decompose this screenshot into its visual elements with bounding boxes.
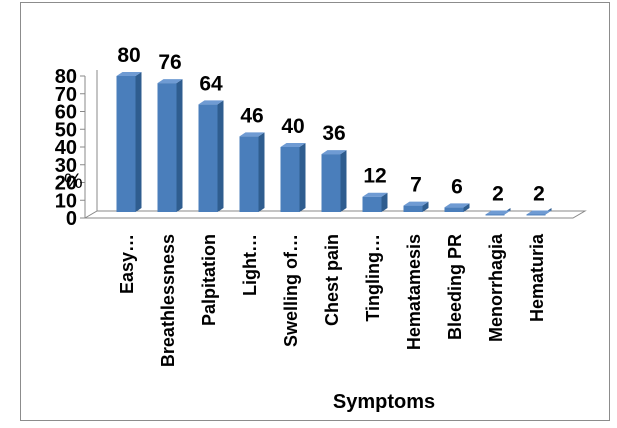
category-label: Easy… (117, 234, 137, 294)
bar (116, 72, 142, 212)
category-label: Swelling of… (281, 234, 301, 347)
bar-side (299, 143, 306, 212)
bar-top (403, 201, 429, 206)
y-tick-label: 40 (55, 137, 77, 159)
data-label: 2 (492, 182, 504, 205)
bar (321, 150, 347, 212)
bar (198, 100, 224, 212)
category-label: Light… (240, 234, 260, 296)
bar-side (340, 150, 347, 212)
bar (485, 208, 511, 216)
category-label: Chest pain (322, 234, 342, 326)
bar-top (116, 72, 142, 76)
category-label: Hematamesis (404, 234, 424, 350)
data-label: 64 (199, 72, 223, 95)
bar-top (321, 150, 347, 155)
category-label: Tingling… (363, 234, 383, 322)
bar-side (422, 201, 429, 212)
bar-top (198, 100, 224, 105)
category-labels: Easy… Breathlessness Palpitation Light… Swel… (117, 233, 547, 367)
bar-front (444, 207, 464, 212)
bar-top (485, 210, 511, 215)
data-label: 12 (363, 165, 386, 188)
bar (157, 79, 183, 212)
y-tick-label: 80 (55, 66, 77, 88)
bar-side (258, 132, 265, 212)
data-label: 40 (281, 115, 304, 138)
bar-front (403, 205, 423, 212)
bar (526, 208, 552, 216)
bar (362, 192, 388, 212)
y-tick-label: 60 (55, 102, 77, 124)
bar-side (217, 100, 224, 212)
category-label: Palpitation (199, 234, 219, 326)
data-label: 46 (240, 104, 263, 127)
bar-front (198, 104, 218, 212)
category-label: Hematuria (527, 233, 547, 322)
data-label: 76 (158, 51, 181, 74)
bar-front (526, 214, 546, 216)
bar-top (526, 210, 552, 215)
bar (239, 132, 265, 212)
y-tick-label: 50 (55, 119, 77, 141)
y-axis-title: % (64, 170, 83, 193)
bar (444, 203, 470, 212)
y-tick-label: 10 (55, 190, 77, 212)
bar-front (280, 147, 300, 212)
bar (403, 201, 429, 212)
y-tick-label: 30 (55, 155, 77, 177)
data-label: 7 (410, 174, 422, 197)
bar-top (444, 203, 470, 208)
data-label: 6 (451, 175, 463, 198)
bar (280, 143, 306, 212)
bar-front (321, 154, 341, 212)
data-label: 80 (117, 44, 140, 67)
category-label: Bleeding PR (445, 234, 465, 340)
bar-side (463, 203, 470, 212)
category-label: Breathlessness (158, 234, 178, 367)
x-axis-title: Symptoms (333, 391, 435, 413)
bar-side (176, 79, 183, 212)
bar-side (135, 72, 142, 212)
y-tick-label: 0 (66, 208, 77, 230)
bar-top (280, 143, 306, 147)
bar-top (239, 132, 265, 137)
bar-front (239, 136, 259, 212)
chart-floor (83, 210, 587, 219)
bar-top (157, 79, 183, 84)
bar-front (485, 214, 505, 216)
data-label: 2 (533, 182, 545, 205)
bar-front (157, 83, 177, 212)
bars (116, 72, 552, 216)
y-tick-label: 20 (55, 173, 77, 195)
data-label: 36 (322, 122, 345, 145)
category-label: Menorrhagia (486, 233, 506, 342)
bar-front (116, 76, 136, 212)
y-tick-label: 70 (55, 84, 77, 106)
bar-side (381, 192, 388, 212)
bar-front (362, 196, 382, 212)
chart-axes (83, 70, 587, 219)
bar-top (362, 192, 388, 197)
